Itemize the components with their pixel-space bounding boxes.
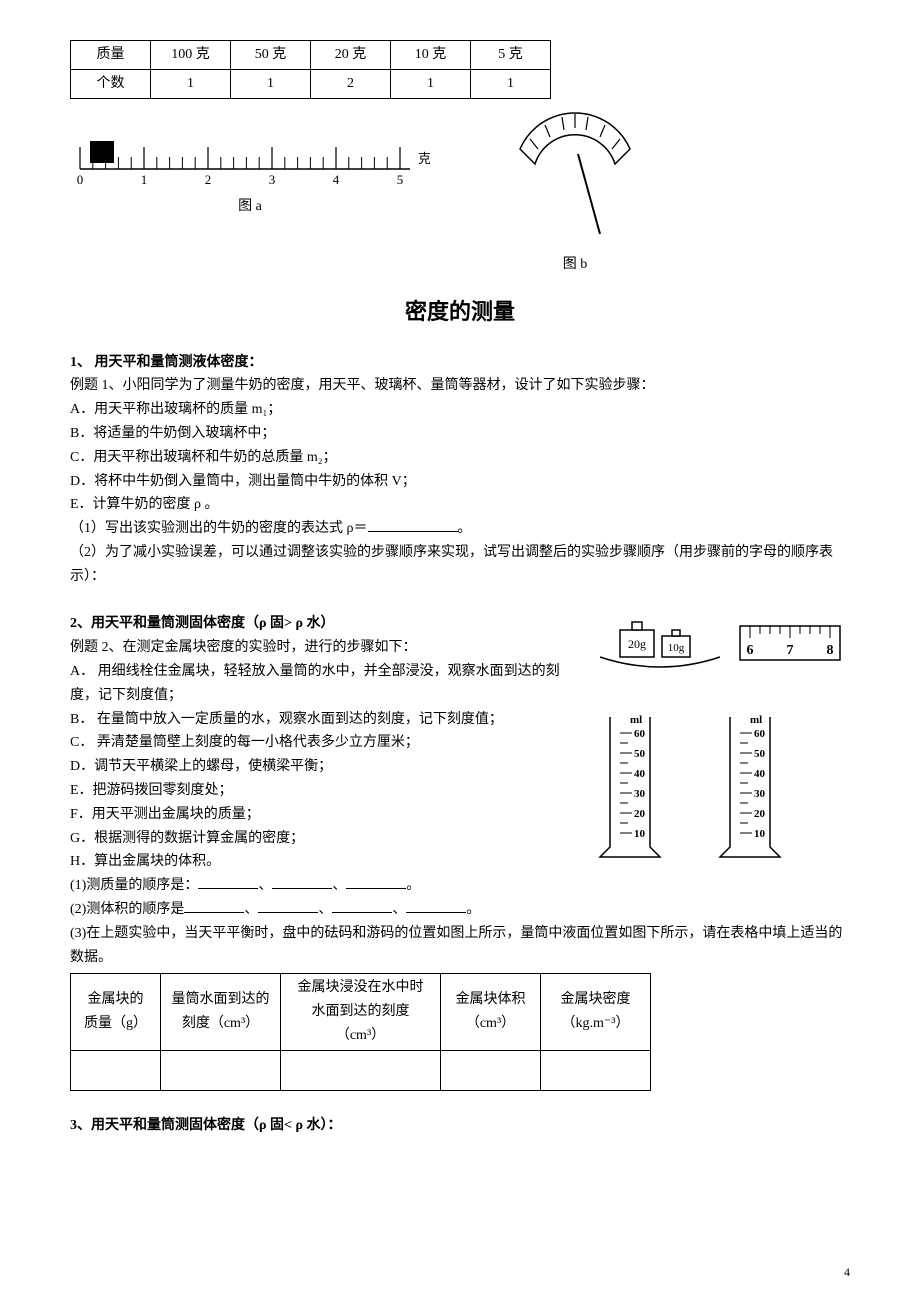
cylinder-icon: ml 60 50 40 30 20 10: [590, 707, 670, 867]
cell: 2: [311, 69, 391, 98]
svg-text:2: 2: [205, 172, 212, 187]
step: B．将适量的牛奶倒入玻璃杯中；: [70, 422, 850, 446]
svg-text:0: 0: [77, 172, 84, 187]
section1-q2: （2）为了减小实验误差，可以通过调整该实验的步骤顺序来实现，试写出调整后的实验步…: [70, 541, 850, 589]
svg-text:60: 60: [634, 728, 646, 740]
section1-heading: 1、 用天平和量筒测液体密度：: [70, 351, 850, 375]
balance-icon: 20g 10g 6 7 8: [590, 612, 850, 682]
cell: 50 克: [231, 41, 311, 70]
cell: 1: [391, 69, 471, 98]
cell-empty[interactable]: [161, 1050, 281, 1090]
blank[interactable]: [368, 518, 458, 532]
blank[interactable]: [184, 899, 244, 913]
blank[interactable]: [346, 875, 406, 889]
svg-text:20g: 20g: [628, 637, 646, 651]
svg-text:10: 10: [634, 828, 646, 840]
step: G．根据测得的数据计算金属的密度；: [70, 827, 570, 851]
svg-text:20: 20: [634, 808, 646, 820]
svg-text:50: 50: [754, 748, 766, 760]
figure-b-caption: 图 b: [500, 253, 650, 277]
svg-text:1: 1: [141, 172, 148, 187]
cell-empty[interactable]: [441, 1050, 541, 1090]
q1-post: 。: [458, 521, 472, 536]
svg-text:50: 50: [634, 748, 646, 760]
mass-count-table: 质量 100 克 50 克 20 克 10 克 5 克 个数 1 1 2 1 1: [70, 40, 551, 99]
blank[interactable]: [406, 899, 466, 913]
figure-a: 0 1 2 3 4 5 克 图 a: [70, 129, 430, 219]
section1-q1: （1）写出该实验测出的牛奶的密度的表达式 ρ＝ 。: [70, 517, 850, 541]
svg-text:8: 8: [827, 643, 834, 658]
cell-empty[interactable]: [541, 1050, 651, 1090]
cell: 100 克: [151, 41, 231, 70]
svg-text:ml: ml: [630, 714, 642, 726]
blank[interactable]: [258, 899, 318, 913]
svg-text:4: 4: [333, 172, 340, 187]
svg-text:20: 20: [754, 808, 766, 820]
cell: 10 克: [391, 41, 471, 70]
svg-text:60: 60: [754, 728, 766, 740]
cell: 质量: [71, 41, 151, 70]
section2-intro: 例题 2、在测定金属块密度的实验时，进行的步骤如下：: [70, 636, 570, 660]
svg-text:7: 7: [787, 643, 794, 658]
blank[interactable]: [198, 875, 258, 889]
figure-row: 0 1 2 3 4 5 克 图 a 图 b: [70, 129, 850, 278]
cell: 1: [231, 69, 311, 98]
result-table: 金属块的质量（g） 量筒水面到达的刻度（cm³） 金属块浸没在水中时水面到达的刻…: [70, 973, 651, 1090]
th: 量筒水面到达的刻度（cm³）: [161, 974, 281, 1050]
figure-b: 图 b: [500, 99, 650, 278]
section2-figures: 20g 10g 6 7 8 ml 60 50 40: [590, 612, 850, 867]
svg-text:5: 5: [397, 172, 404, 187]
svg-text:40: 40: [754, 768, 766, 780]
blank[interactable]: [332, 899, 392, 913]
page-number: 4: [844, 1262, 850, 1282]
cylinder-icon: ml 60 50 40 30 20 10: [710, 707, 790, 867]
cell: 1: [471, 69, 551, 98]
step: A． 用细线栓住金属块，轻轻放入量筒的水中，并全部浸没，观察水面到达的刻度，记下…: [70, 660, 570, 708]
section2-q2: (2)测体积的顺序是、、、。: [70, 898, 850, 922]
ruler-icon: 0 1 2 3 4 5 克: [70, 129, 430, 189]
section2-heading: 2、用天平和量筒测固体密度（ρ 固> ρ 水）: [70, 612, 570, 636]
section2-q3: (3)在上题实验中，当天平平衡时，盘中的砝码和游码的位置如图上所示，量筒中液面位…: [70, 922, 850, 970]
step: F．用天平测出金属块的质量；: [70, 803, 570, 827]
th: 金属块密度（kg.m⁻³）: [541, 974, 651, 1050]
blank[interactable]: [272, 875, 332, 889]
step: D．调节天平横梁上的螺母，使横梁平衡；: [70, 755, 570, 779]
cell-empty[interactable]: [71, 1050, 161, 1090]
section1-intro: 例题 1、小阳同学为了测量牛奶的密度，用天平、玻璃杯、量筒等器材，设计了如下实验…: [70, 374, 850, 398]
th: 金属块浸没在水中时水面到达的刻度（cm³）: [281, 974, 441, 1050]
th: 金属块体积（cm³）: [441, 974, 541, 1050]
cell-empty[interactable]: [281, 1050, 441, 1090]
svg-text:克: 克: [418, 151, 430, 166]
step: D．将杯中牛奶倒入量筒中，测出量筒中牛奶的体积 V；: [70, 470, 850, 494]
cell: 5 克: [471, 41, 551, 70]
step: B． 在量筒中放入一定质量的水，观察水面到达的刻度，记下刻度值；: [70, 708, 570, 732]
svg-text:10: 10: [754, 828, 766, 840]
cell: 个数: [71, 69, 151, 98]
q1-pre: （1）写出该实验测出的牛奶的密度的表达式 ρ＝: [70, 521, 368, 536]
step: H．算出金属块的体积。: [70, 850, 570, 874]
th: 金属块的质量（g）: [71, 974, 161, 1050]
dial-icon: [500, 99, 650, 239]
step: E．把游码拨回零刻度处；: [70, 779, 570, 803]
step: C．用天平称出玻璃杯和牛奶的总质量 m₂；: [70, 446, 850, 470]
svg-text:40: 40: [634, 768, 646, 780]
section3-heading: 3、用天平和量筒测固体密度（ρ 固< ρ 水）：: [70, 1114, 850, 1138]
section2-q1: (1)测质量的顺序是：、、。: [70, 874, 850, 898]
svg-text:30: 30: [634, 788, 646, 800]
figure-a-caption: 图 a: [70, 195, 430, 219]
step: A．用天平称出玻璃杯的质量 m₁；: [70, 398, 850, 422]
step: C． 弄清楚量筒壁上刻度的每一小格代表多少立方厘米；: [70, 731, 570, 755]
cell: 20 克: [311, 41, 391, 70]
page-title: 密度的测量: [70, 293, 850, 330]
svg-text:6: 6: [747, 643, 754, 658]
cell: 1: [151, 69, 231, 98]
svg-text:10g: 10g: [668, 642, 685, 654]
step: E．计算牛奶的密度 ρ 。: [70, 493, 850, 517]
svg-text:ml: ml: [750, 714, 762, 726]
svg-text:30: 30: [754, 788, 766, 800]
svg-text:3: 3: [269, 172, 276, 187]
